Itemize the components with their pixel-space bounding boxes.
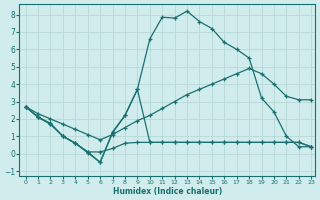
X-axis label: Humidex (Indice chaleur): Humidex (Indice chaleur) xyxy=(113,187,222,196)
